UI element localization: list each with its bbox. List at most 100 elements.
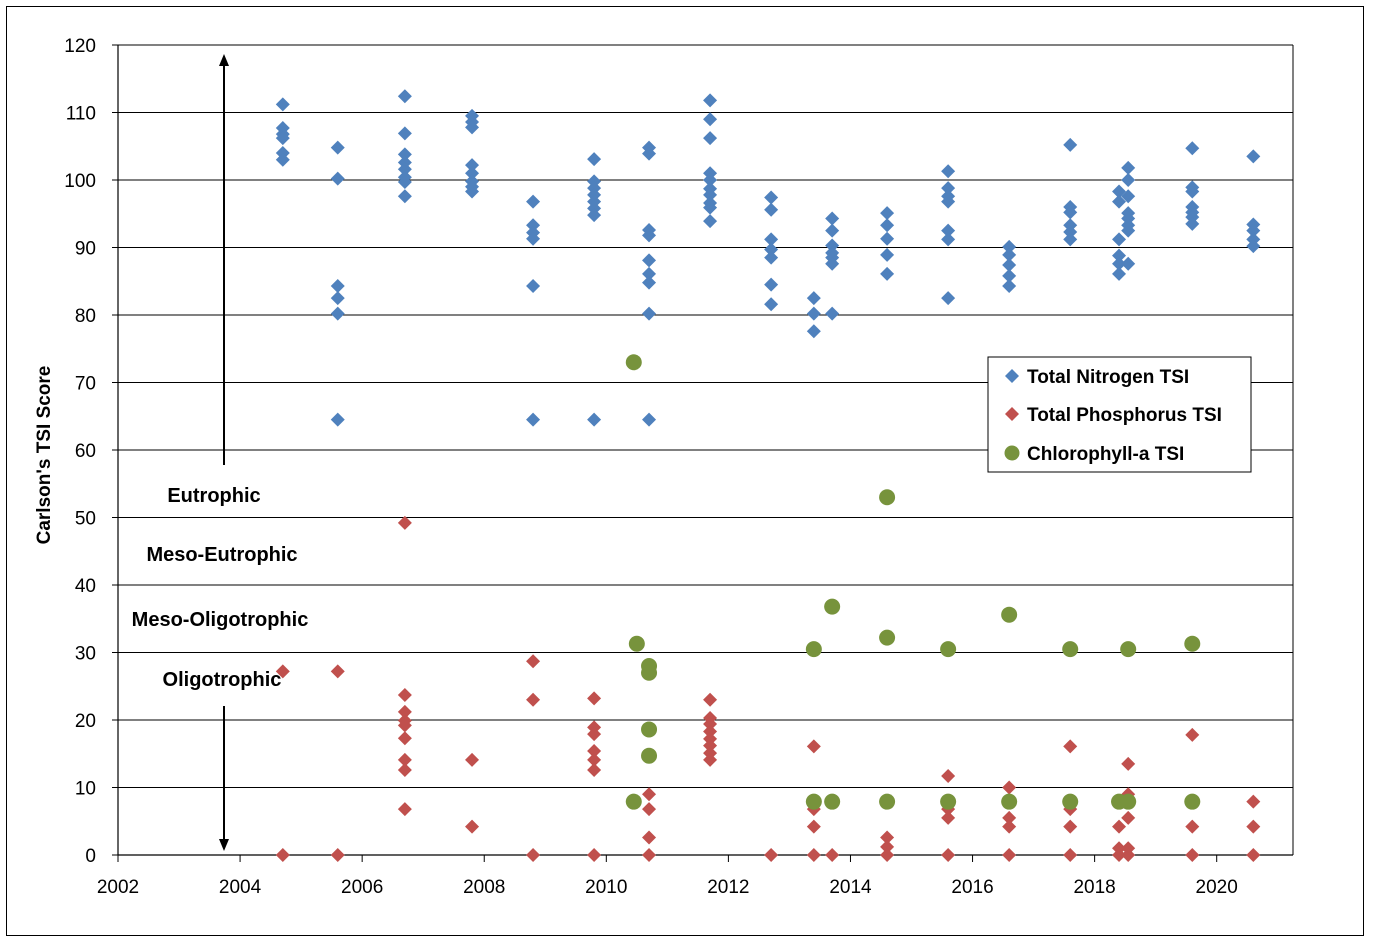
point-0-19 bbox=[397, 189, 412, 204]
point-1-16 bbox=[526, 692, 541, 707]
point-1-18 bbox=[587, 691, 602, 706]
point-0-102 bbox=[1112, 194, 1127, 209]
point-0-57 bbox=[703, 187, 718, 202]
x-tick-label-2002: 2002 bbox=[97, 877, 139, 898]
point-1-31 bbox=[703, 717, 718, 732]
point-0-84 bbox=[941, 181, 956, 196]
point-0-22 bbox=[465, 120, 480, 135]
x-tick-label-2004: 2004 bbox=[219, 877, 262, 898]
point-0-91 bbox=[1002, 247, 1017, 262]
point-1-1 bbox=[275, 848, 290, 862]
point-0-12 bbox=[397, 89, 412, 104]
point-0-65 bbox=[764, 250, 779, 265]
point-2-7 bbox=[805, 641, 822, 658]
point-0-77 bbox=[825, 306, 840, 321]
x-tick-label-2018: 2018 bbox=[1073, 877, 1115, 898]
point-0-18 bbox=[397, 175, 412, 190]
x-tick-label-2006: 2006 bbox=[341, 877, 383, 898]
point-0-5 bbox=[275, 152, 290, 167]
point-1-21 bbox=[587, 744, 602, 759]
point-1-17 bbox=[526, 848, 541, 862]
legend-marker-phosphorus bbox=[1005, 407, 1019, 421]
point-1-67 bbox=[1185, 819, 1200, 834]
point-1-0 bbox=[275, 664, 290, 679]
point-2-22 bbox=[1120, 793, 1137, 810]
point-1-22 bbox=[587, 752, 602, 767]
point-2-21 bbox=[1120, 641, 1137, 658]
point-0-80 bbox=[880, 231, 895, 246]
point-1-26 bbox=[642, 802, 657, 817]
point-1-51 bbox=[1002, 810, 1017, 825]
point-2-5 bbox=[641, 721, 658, 738]
point-1-65 bbox=[1121, 848, 1136, 862]
point-2-17 bbox=[1001, 793, 1018, 810]
point-1-52 bbox=[1002, 819, 1017, 834]
point-2-1 bbox=[628, 635, 645, 652]
series-phosphorus bbox=[275, 515, 1261, 862]
point-1-3 bbox=[330, 848, 345, 862]
point-1-60 bbox=[1112, 848, 1127, 862]
zone-label-eutrophic: Eutrophic bbox=[167, 485, 260, 507]
point-0-86 bbox=[941, 194, 956, 209]
y-tick-label-50: 50 bbox=[75, 509, 96, 530]
point-0-104 bbox=[1112, 248, 1127, 263]
y-tick-label-90: 90 bbox=[75, 239, 96, 260]
point-2-19 bbox=[1062, 793, 1079, 810]
point-2-18 bbox=[1062, 641, 1079, 658]
point-1-14 bbox=[465, 819, 480, 834]
point-0-72 bbox=[825, 223, 840, 238]
point-0-78 bbox=[880, 206, 895, 221]
y-tick-label-110: 110 bbox=[66, 104, 96, 125]
point-0-94 bbox=[1002, 278, 1017, 293]
point-0-97 bbox=[1063, 205, 1078, 220]
point-0-69 bbox=[806, 306, 821, 321]
y-tick-label-70: 70 bbox=[75, 374, 96, 395]
data-points bbox=[275, 89, 1261, 862]
point-0-34 bbox=[587, 152, 602, 167]
point-1-71 bbox=[1246, 848, 1261, 862]
point-0-81 bbox=[880, 247, 895, 262]
point-1-48 bbox=[941, 810, 956, 825]
point-0-121 bbox=[1185, 216, 1200, 231]
point-1-58 bbox=[1112, 819, 1127, 834]
point-0-0 bbox=[275, 97, 290, 112]
point-2-11 bbox=[879, 489, 896, 506]
y-tick-label-100: 100 bbox=[64, 171, 96, 192]
point-0-29 bbox=[526, 218, 541, 233]
point-1-27 bbox=[642, 830, 657, 845]
point-0-95 bbox=[1063, 137, 1078, 152]
point-0-52 bbox=[703, 112, 718, 127]
point-1-13 bbox=[465, 752, 480, 767]
point-1-40 bbox=[806, 819, 821, 834]
x-tick-label-2012: 2012 bbox=[707, 877, 749, 898]
point-1-23 bbox=[587, 762, 602, 777]
series-nitrogen bbox=[275, 89, 1261, 427]
point-0-83 bbox=[941, 164, 956, 179]
point-0-41 bbox=[587, 412, 602, 427]
point-2-23 bbox=[1184, 635, 1201, 652]
point-0-68 bbox=[806, 291, 821, 306]
zone-label-oligotrophic: Oligotrophic bbox=[163, 669, 282, 691]
y-tick-label-120: 120 bbox=[64, 36, 96, 57]
point-0-13 bbox=[397, 126, 412, 141]
point-0-7 bbox=[330, 171, 345, 186]
point-0-105 bbox=[1112, 256, 1127, 271]
point-1-28 bbox=[642, 848, 657, 862]
point-1-32 bbox=[703, 724, 718, 739]
y-tick-label-40: 40 bbox=[75, 576, 96, 597]
point-1-45 bbox=[880, 848, 895, 862]
point-1-41 bbox=[806, 848, 821, 862]
point-0-28 bbox=[526, 194, 541, 209]
point-0-79 bbox=[880, 218, 895, 233]
point-0-10 bbox=[330, 306, 345, 321]
point-0-3 bbox=[275, 131, 290, 146]
y-tick-label-20: 20 bbox=[75, 711, 96, 732]
point-0-100 bbox=[1063, 232, 1078, 247]
point-2-2 bbox=[625, 793, 642, 810]
point-0-51 bbox=[703, 93, 718, 108]
point-0-40 bbox=[587, 208, 602, 223]
point-0-14 bbox=[397, 147, 412, 162]
point-0-99 bbox=[1063, 224, 1078, 239]
point-0-50 bbox=[642, 412, 657, 427]
